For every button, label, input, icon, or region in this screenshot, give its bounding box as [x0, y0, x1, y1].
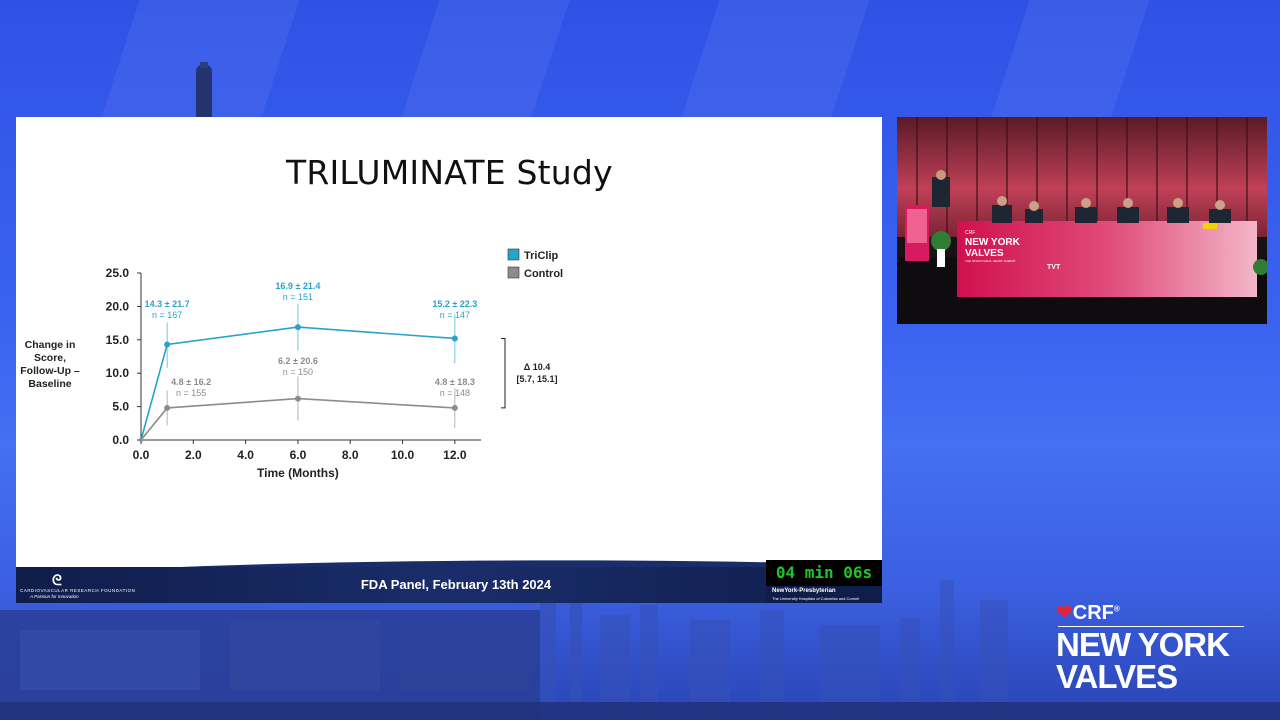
- y-tick-label: 10.0: [106, 366, 130, 380]
- data-label-n: n = 151: [283, 292, 313, 302]
- series-line: [140, 326, 455, 441]
- series-line: [140, 397, 455, 441]
- legend-label: Control: [524, 268, 563, 280]
- crf-logo: ❤CRF®: [1056, 602, 1120, 624]
- data-label-value: 6.2 ± 20.6: [278, 356, 318, 366]
- org-tagline: A Passion for Innovation: [30, 594, 79, 599]
- data-label-n: n = 167: [152, 310, 182, 320]
- event-branding: ❤CRF® NEW YORK VALVES: [1034, 598, 1254, 698]
- data-label-n: n = 148: [440, 388, 470, 398]
- line-chart: 0.0 5.0 10.0 15.0 20.0 25.0 0.0 2.0 4.0 6.0 8.0 10.…: [20, 248, 563, 480]
- data-point: [294, 324, 301, 331]
- y-tick-label: 25.0: [106, 266, 130, 280]
- footer-text: FDA Panel, February 13th 2024: [336, 577, 576, 592]
- background-stripe: [990, 0, 1150, 120]
- data-point: [451, 404, 458, 411]
- event-name-line2: VALVES: [1056, 658, 1178, 695]
- data-point: [139, 438, 143, 442]
- crf-logo-text: CRF: [1072, 602, 1114, 624]
- series-triclip: 14.3 ± 21.7n = 167 16.9 ± 21.4n = 151 15.2…: [139, 281, 477, 442]
- chart-axes: 0.0 5.0 10.0 15.0 20.0 25.0 0.0 2.0 4.0 6.0 8.0 10.…: [20, 266, 557, 480]
- y-axis-label-line: Baseline: [28, 378, 71, 390]
- x-tick-label: 2.0: [185, 448, 202, 462]
- x-tick-label: 4.0: [237, 448, 254, 462]
- data-label-value: 4.8 ± 18.3: [435, 377, 475, 387]
- footer-label: FDA Panel, February 13th 2024: [360, 577, 552, 592]
- data-label-n: n = 150: [283, 367, 313, 377]
- screen-title-line2: VALVES: [965, 248, 1004, 259]
- y-axis-label-line: Follow-Up –: [20, 365, 80, 377]
- background-stripe: [680, 0, 870, 120]
- background-stripe: [400, 0, 570, 120]
- chart-series: 14.3 ± 21.7n = 167 16.9 ± 21.4n = 151 15.2…: [139, 281, 477, 442]
- x-tick-label: 6.0: [290, 448, 307, 462]
- data-label-value: 14.3 ± 21.7: [145, 299, 190, 309]
- city-skyline: [0, 580, 1280, 720]
- data-label-value: 4.8 ± 16.2: [171, 377, 211, 387]
- data-point: [164, 404, 171, 411]
- screen-crf-label: CRF: [965, 230, 975, 236]
- legend-label: TriClip: [524, 250, 559, 262]
- delta-ci-label: [5.7, 15.1]: [516, 374, 557, 384]
- speaker-timer: 04 min 06s: [766, 560, 882, 586]
- heart-icon: ❤: [1056, 602, 1073, 624]
- data-point: [451, 335, 458, 342]
- slide-footer: [16, 567, 882, 603]
- cardiovascular-research-foundation-logo: ᘓ CARDIOVASCULAR RESEARCH FOUNDATION A P…: [20, 572, 135, 600]
- y-axis-label-line: Score,: [34, 352, 66, 364]
- y-tick-label: 0.0: [112, 433, 129, 447]
- data-label-value: 16.9 ± 21.4: [275, 281, 320, 291]
- crf-swirl-icon: ᘓ: [52, 572, 62, 588]
- chart-legend: TriClip Control: [507, 248, 563, 280]
- org-name: CARDIOVASCULAR RESEARCH FOUNDATION: [20, 588, 136, 593]
- delta-bracket: [501, 337, 506, 409]
- delta-label: Δ 10.4: [524, 362, 551, 372]
- x-tick-label: 0.0: [133, 448, 150, 462]
- legend-swatch: [507, 248, 520, 261]
- hospital-subtitle: The University Hospitals of Columbia and…: [772, 596, 860, 601]
- data-point: [294, 395, 301, 402]
- screen-tagline: THE STRUCTURAL HEART SUMMIT: [965, 259, 1016, 263]
- series-control: 4.8 ± 16.2n = 155 6.2 ± 20.6n = 150 4.8 ± …: [139, 356, 475, 442]
- data-point: [164, 341, 171, 348]
- x-tick-label: 8.0: [342, 448, 359, 462]
- y-tick-label: 5.0: [112, 400, 129, 414]
- presentation-slide: TRILUMINATE Study 0.0 5.0 10.0 15.0 20.0 25.0…: [16, 117, 882, 603]
- data-label-n: n = 147: [440, 310, 470, 320]
- legend-swatch: [507, 266, 520, 279]
- data-label-n: n = 155: [176, 388, 206, 398]
- data-label-value: 15.2 ± 22.3: [432, 299, 477, 309]
- live-video-feed: CRF NEW YORK VALVES THE STRUCTURAL HEART…: [897, 117, 1267, 324]
- y-tick-label: 15.0: [106, 333, 130, 347]
- x-tick-label: 10.0: [391, 448, 415, 462]
- y-axis-label-line: Change in: [25, 339, 76, 351]
- y-tick-label: 20.0: [106, 299, 130, 313]
- screen-tvt-label: TVT: [1047, 264, 1061, 271]
- statue-silhouette: [196, 62, 212, 122]
- event-name-line1: NEW YORK: [1056, 626, 1230, 663]
- hospital-logo: NewYork-Presbyterian The University Hosp…: [766, 586, 882, 603]
- slide-title: TRILUMINATE Study: [286, 153, 613, 192]
- hospital-name: NewYork-Presbyterian: [772, 588, 836, 594]
- panel-stage-image: CRF NEW YORK VALVES THE STRUCTURAL HEART…: [897, 117, 1267, 324]
- screen-title-line1: NEW YORK: [965, 237, 1021, 248]
- x-tick-label: 12.0: [443, 448, 467, 462]
- brand-divider: [1058, 626, 1244, 627]
- x-axis-label: Time (Months): [257, 466, 339, 480]
